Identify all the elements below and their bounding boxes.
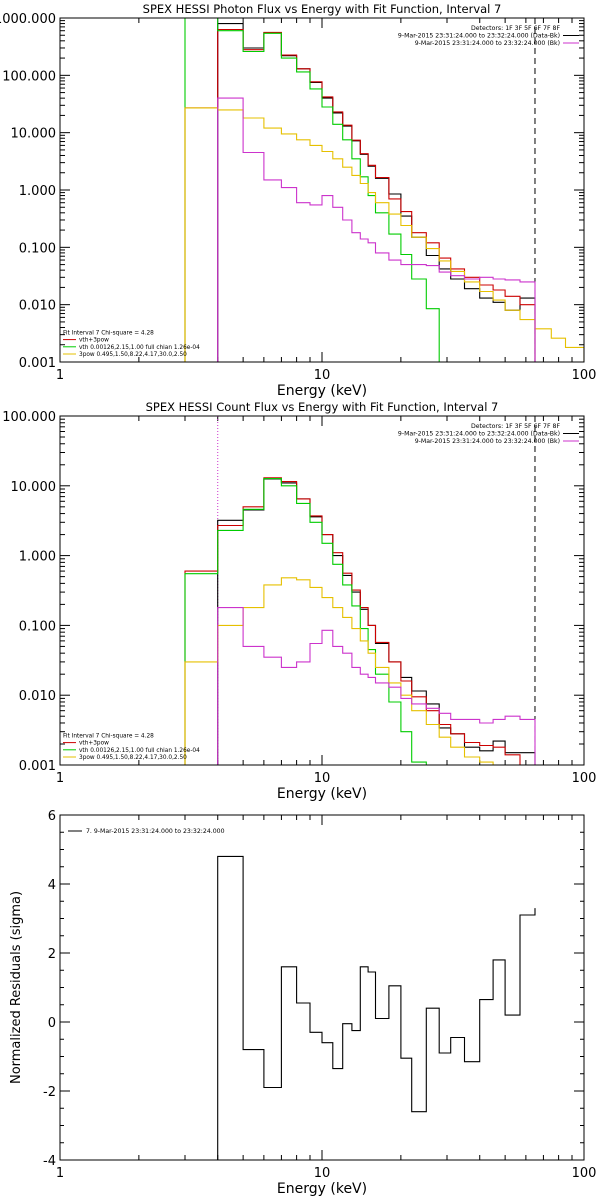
y-tick-label: 0.100 (19, 241, 56, 256)
series-line-1 (217, 23, 536, 362)
legend-entry: 3pow 0.495,1.50,8.22,4.17,30.0,2.50 (79, 352, 187, 358)
x-tick-label: 100 (572, 1166, 597, 1181)
legend-entry: Detectors: 1F 3F 5F 6F 7F 8F (471, 25, 560, 32)
y-tick-label: 0.100 (19, 619, 56, 634)
y-tick-label: 2 (48, 947, 56, 962)
series-line-1 (217, 478, 536, 765)
y-tick-label: 0.001 (19, 759, 56, 774)
series-line-2 (184, 28, 536, 362)
legend-entry: 9-Mar-2015 23:31:24.000 to 23:32:24.000 … (415, 40, 560, 47)
series-line-3 (184, 478, 427, 765)
chart-title: SPEX HESSI Count Flux vs Energy with Fit… (146, 400, 499, 414)
series-line-3 (184, 18, 440, 362)
legend-entry: 9-Mar-2015 23:31:24.000 to 23:32:24.000 … (415, 438, 560, 445)
x-tick-label: 10 (314, 771, 331, 786)
legend-entry: Fit Interval 7 Chi-square = 4.28 (63, 733, 154, 739)
series-line-4 (184, 107, 584, 362)
legend-entry: 9-Mar-2015 23:31:24.000 to 23:32:24.000 … (398, 431, 560, 438)
chart-2: SPEX HESSI Count Flux vs Energy with Fit… (2, 400, 596, 802)
y-tick-label: 0.001 (19, 356, 56, 371)
legend-entry: Detectors: 1F 3F 5F 6F 7F 8F (471, 423, 560, 430)
y-tick-label: 100.000 (2, 410, 56, 425)
chart-1: SPEX HESSI Photon Flux vs Energy with Fi… (0, 2, 596, 399)
series-line-1 (217, 855, 536, 1160)
legend-entry: Fit Interval 7 Chi-square = 4.28 (63, 330, 154, 336)
x-tick-label: 100 (572, 368, 597, 383)
y-tick-label: 10.000 (11, 480, 57, 495)
x-tick-label: 100 (572, 771, 597, 786)
x-tick-label: 1 (56, 771, 64, 786)
y-tick-label: 1.000 (19, 550, 56, 565)
plot-frame (59, 17, 585, 363)
y-tick-label: 0.010 (19, 299, 56, 314)
x-axis-label: Energy (keV) (277, 786, 367, 802)
y-tick-label: 1.000 (19, 184, 56, 199)
legend-entry: vth 0.00126,2.15,1.00 full chian 1.26e-0… (79, 748, 200, 754)
y-tick-label: -4 (43, 1154, 56, 1169)
legend-entry: vth 0.00126,2.15,1.00 full chian 1.26e-0… (79, 345, 200, 351)
plot-area (184, 416, 536, 765)
y-tick-label: 0.010 (19, 689, 56, 704)
x-tick-label: 1 (56, 368, 64, 383)
y-tick-label: 1000.000 (0, 12, 56, 27)
y-tick-label: -2 (43, 1085, 56, 1100)
plot-area (184, 18, 584, 362)
legend-entry: 3pow 0.495,1.50,8.22,4.17,30.0,2.50 (79, 755, 187, 761)
y-tick-label: 4 (48, 878, 56, 893)
series-line-4 (184, 577, 535, 765)
x-axis-label: Energy (keV) (277, 383, 367, 399)
x-tick-label: 10 (314, 1166, 331, 1181)
series-line-5 (217, 607, 536, 765)
legend-entry: vth+3pow (79, 338, 109, 344)
series-line-5 (217, 97, 536, 362)
x-axis-label: Energy (keV) (277, 1181, 367, 1197)
legend-entry: 7. 9-Mar-2015 23:31:24.000 to 23:32:24.0… (86, 828, 225, 835)
y-tick-label: 6 (48, 809, 56, 824)
y-tick-label: 100.000 (2, 69, 56, 84)
y-tick-label: 10.000 (11, 127, 57, 142)
plot-frame (59, 814, 585, 1161)
plot-area (217, 855, 536, 1160)
chart-title: SPEX HESSI Photon Flux vs Energy with Fi… (143, 2, 502, 16)
legend-entry: vth+3pow (79, 741, 109, 747)
chart-3: 1 10 100 -4 -2 0 2 4 6 Energy (keV) Normalized Res… (9, 809, 596, 1197)
legend-entry: 9-Mar-2015 23:31:24.000 to 23:32:24.000 … (398, 33, 560, 40)
y-tick-label: 0 (48, 1016, 56, 1031)
x-tick-label: 10 (314, 368, 331, 383)
x-tick-label: 1 (56, 1166, 64, 1181)
y-axis-label: Normalized Residuals (sigma) (9, 891, 24, 1084)
plot-frame (59, 415, 585, 766)
